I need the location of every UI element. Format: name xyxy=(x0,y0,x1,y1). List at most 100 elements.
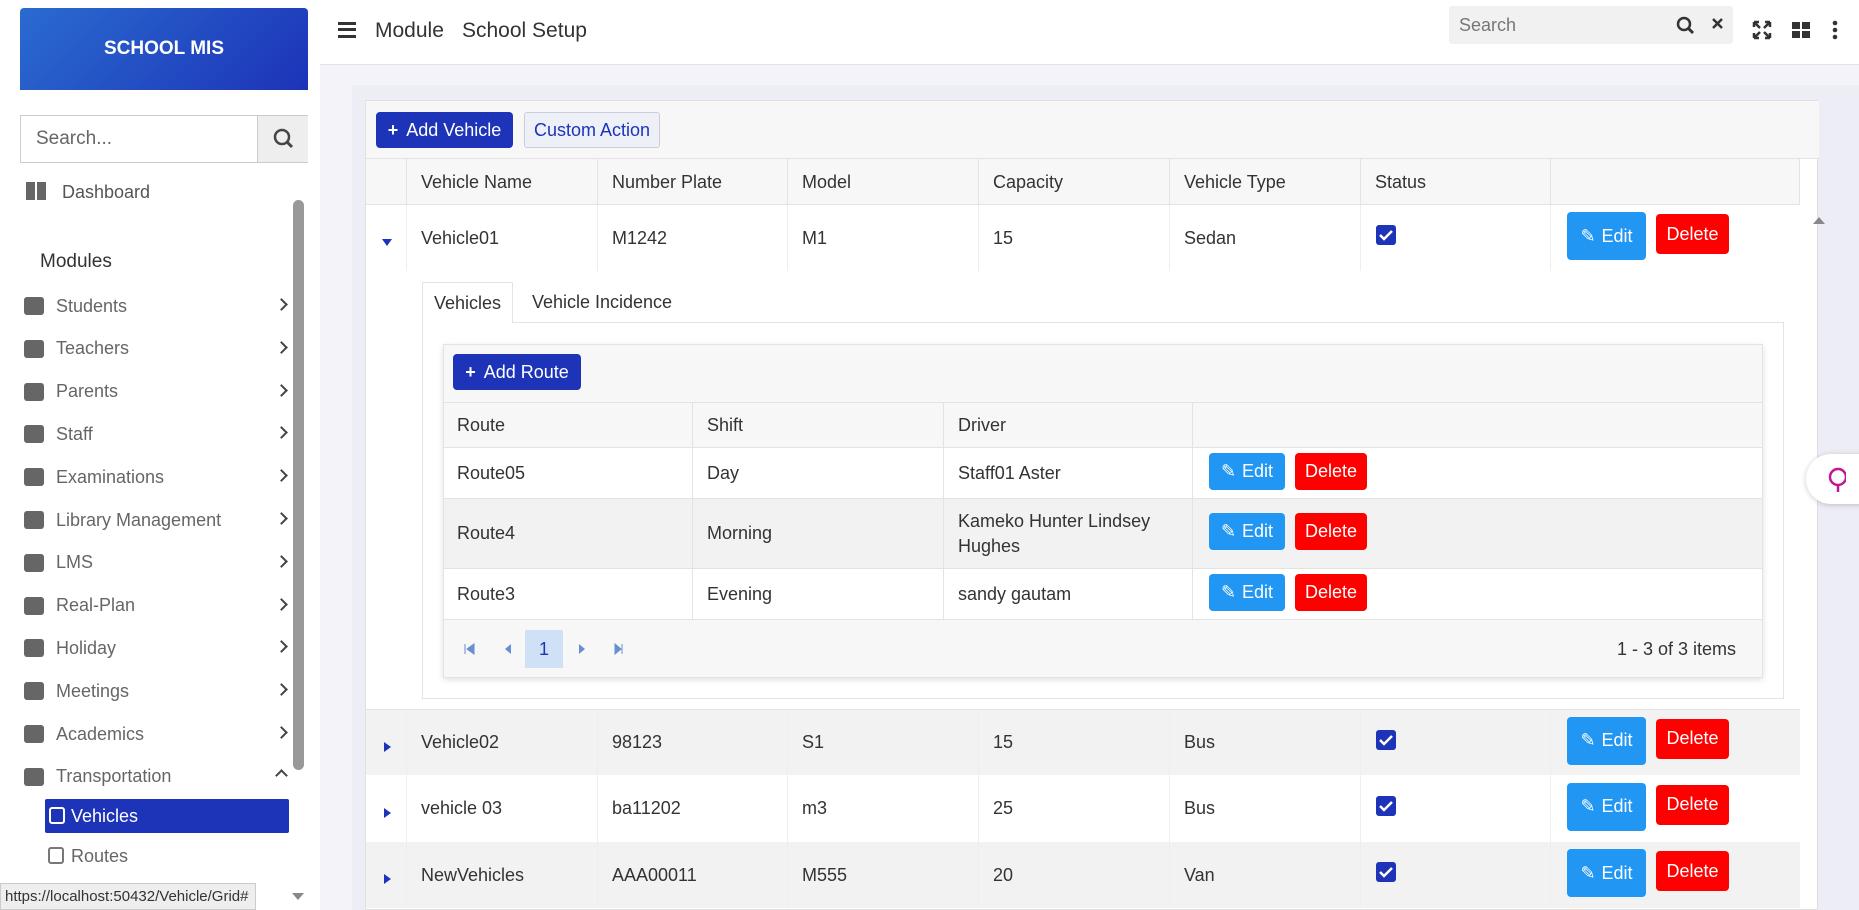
module-link[interactable]: Teachers xyxy=(56,338,130,359)
edit-button[interactable]: ✎ Edit xyxy=(1567,212,1646,260)
chevron xyxy=(275,597,288,611)
column-header[interactable]: Capacity xyxy=(978,159,1169,205)
delete-button[interactable]: Delete xyxy=(1656,851,1729,891)
route-column-header[interactable]: Shift xyxy=(693,402,944,448)
column-header[interactable]: Model xyxy=(787,159,978,205)
column-header xyxy=(366,159,406,205)
grid-cell: ba11202 xyxy=(597,775,787,842)
edit-button[interactable]: ✎ Edit xyxy=(1567,782,1646,831)
nav-routes[interactable]: Routes xyxy=(71,845,129,866)
module-link[interactable]: Staff xyxy=(56,423,93,444)
column-header[interactable]: Status xyxy=(1360,159,1550,205)
add-vehicle-button[interactable]: + Add Vehicle xyxy=(376,112,513,148)
search-button[interactable] xyxy=(257,116,308,162)
module-link[interactable]: Transportation xyxy=(56,766,172,787)
delete-button[interactable]: Delete xyxy=(1295,452,1367,490)
topbar: Module School Setup Search xyxy=(320,0,1859,65)
grid-cell: 15 xyxy=(978,205,1169,271)
edit-button[interactable]: ✎ Edit xyxy=(1209,452,1285,490)
status-checkbox[interactable] xyxy=(1376,862,1396,882)
grid-cell xyxy=(1550,842,1800,908)
expand-toggle[interactable] xyxy=(381,869,393,884)
module-icon xyxy=(24,468,44,487)
search-icons xyxy=(1676,16,1723,35)
breadcrumb-module[interactable]: Module xyxy=(375,19,444,42)
module-link[interactable]: Parents xyxy=(56,381,119,402)
delete-button[interactable]: Delete xyxy=(1656,718,1729,759)
breadcrumb-page[interactable]: School Setup xyxy=(462,19,587,42)
module-link[interactable]: Real-Plan xyxy=(56,595,136,616)
expand-toggle[interactable] xyxy=(381,803,393,818)
edit-button[interactable]: ✎ Edit xyxy=(1567,849,1646,897)
grid-cell: m3 xyxy=(787,775,978,842)
menu-mid xyxy=(338,28,356,31)
bus-icon xyxy=(48,847,64,864)
module-icon xyxy=(24,511,44,529)
module-link[interactable]: Examinations xyxy=(56,466,165,487)
sidebar-search[interactable]: Search... xyxy=(20,115,308,163)
custom-action-button[interactable]: Custom Action xyxy=(524,112,660,148)
delete-button[interactable]: Delete xyxy=(1295,513,1367,550)
dashboard-link[interactable]: Dashboard xyxy=(62,181,151,202)
button-label: Edit xyxy=(1601,225,1633,246)
delete-button[interactable]: Delete xyxy=(1656,784,1729,825)
delete-button[interactable]: Delete xyxy=(1295,573,1367,611)
grid-cell: Bus xyxy=(1169,775,1360,842)
delete-button[interactable]: Delete xyxy=(1656,214,1729,254)
status-checkbox[interactable] xyxy=(1376,795,1396,816)
status-checkbox[interactable] xyxy=(1376,225,1396,245)
grid-cell: NewVehicles xyxy=(406,842,597,908)
nav-vehicles[interactable]: Vehicles xyxy=(45,799,289,833)
floating-widget[interactable] xyxy=(1806,454,1859,504)
top-search[interactable]: Search xyxy=(1449,6,1733,44)
grid-row xyxy=(366,775,1800,842)
grid-cell: Sedan xyxy=(1169,205,1360,271)
grid-cell xyxy=(1360,842,1551,908)
route-cell: Staff01 Aster xyxy=(944,448,1193,499)
module-link[interactable]: Library Management xyxy=(56,509,222,530)
expand-toggle[interactable] xyxy=(381,232,393,246)
pencil-icon: ✎ xyxy=(1580,862,1596,883)
tab[interactable]: Vehicles xyxy=(422,282,513,323)
module-link[interactable]: Meetings xyxy=(56,680,130,701)
grid-cell: 25 xyxy=(978,775,1169,842)
edit-button[interactable]: ✎ Edit xyxy=(1209,573,1285,611)
search-placeholder: Search xyxy=(1459,14,1517,35)
route-column-header[interactable]: Route xyxy=(443,402,693,448)
chevron xyxy=(275,340,288,354)
grid-cell: M555 xyxy=(787,842,978,908)
status-checkbox[interactable] xyxy=(1376,729,1396,750)
plus-icon: + xyxy=(465,361,476,382)
expand-toggle[interactable] xyxy=(381,737,393,752)
edit-button[interactable]: ✎ Edit xyxy=(1209,513,1285,550)
button-label: Edit xyxy=(1601,730,1633,750)
column-header[interactable]: Vehicle Type xyxy=(1169,159,1360,205)
module-link[interactable]: Students xyxy=(56,295,128,316)
chevron xyxy=(275,726,288,739)
grid-cell xyxy=(1550,205,1800,271)
pager-nav[interactable] xyxy=(463,641,623,657)
page-number[interactable]: 1 xyxy=(525,630,563,668)
pencil-icon: ✎ xyxy=(1220,460,1237,481)
edit-button[interactable]: ✎ Edit xyxy=(1567,716,1646,765)
grid-cell: Vehicle01 xyxy=(406,205,597,271)
module-link[interactable]: Academics xyxy=(56,723,145,744)
add-route-button[interactable]: + Add Route xyxy=(453,354,581,390)
module-icon xyxy=(24,767,44,786)
module-icon xyxy=(24,682,44,701)
search-placeholder: Search... xyxy=(36,128,113,149)
route-column-header[interactable]: Driver xyxy=(944,402,1193,448)
tab[interactable]: Vehicle Incidence xyxy=(531,291,673,312)
column-header[interactable]: Vehicle Name xyxy=(406,159,597,205)
toolbar xyxy=(366,101,1819,159)
module-link[interactable]: LMS xyxy=(56,552,94,573)
pager xyxy=(444,620,1762,677)
menu-toggle[interactable] xyxy=(338,22,356,38)
plus-icon: + xyxy=(387,119,399,140)
column-header[interactable]: Number Plate xyxy=(597,159,787,205)
toolbar-icons[interactable] xyxy=(1752,20,1852,42)
chevron xyxy=(275,768,288,782)
modules-heading: Modules xyxy=(40,251,112,272)
module-link[interactable]: Holiday xyxy=(56,637,117,658)
